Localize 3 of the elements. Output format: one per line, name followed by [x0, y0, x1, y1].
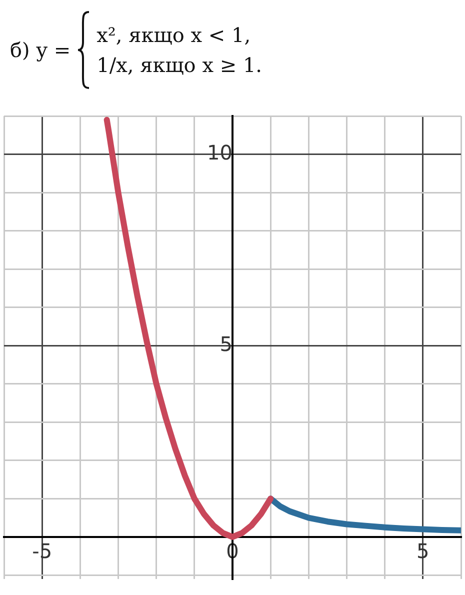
chart-title: б) y = [10, 38, 71, 62]
text: 1/x, якщо x ≥ 1. [96, 53, 262, 77]
text: x², якщо x < 1, [96, 23, 252, 47]
